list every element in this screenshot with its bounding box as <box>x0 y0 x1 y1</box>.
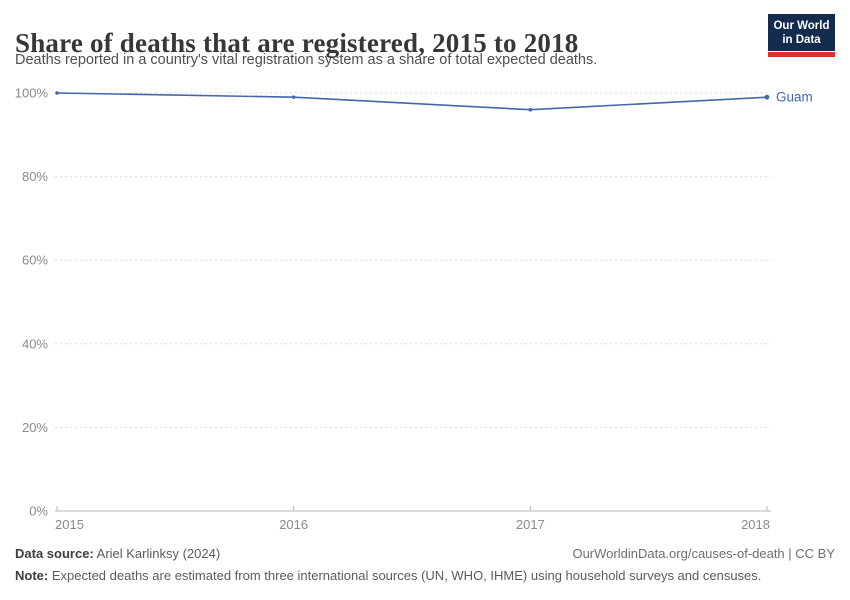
chart-footer: Data source: Ariel Karlinksy (2024) OurW… <box>15 546 835 583</box>
data-source-value: Ariel Karlinksy (2024) <box>93 546 221 561</box>
x-tick-label: 2016 <box>279 517 308 532</box>
y-tick-label: 20% <box>22 420 48 435</box>
y-tick-label: 40% <box>22 336 48 351</box>
note-label: Note: <box>15 568 49 583</box>
owid-logo-line2: in Data <box>782 34 821 46</box>
owid-logo: Our World in Data <box>768 14 835 51</box>
chart-subtitle: Deaths reported in a country's vital reg… <box>15 52 598 68</box>
x-tick-label: 2017 <box>516 517 545 532</box>
line-chart: 0% 20% 40% 60% 80% 100% 2015 2016 2017 2018 Guam <box>15 86 813 533</box>
chart-title: Share of deaths that are registered, 201… <box>15 28 579 59</box>
attribution-link[interactable]: OurWorldinData.org/causes-of-death | CC … <box>572 546 835 561</box>
owid-logo-line1: Our World <box>773 20 830 32</box>
note-value: Expected deaths are estimated from three… <box>48 568 762 583</box>
y-tick-label: 80% <box>22 169 48 184</box>
data-line <box>56 92 768 111</box>
y-tick-label: 100% <box>15 86 49 101</box>
data-point <box>55 91 59 95</box>
note: Note: Expected deaths are estimated from… <box>15 568 761 583</box>
data-point <box>528 107 533 112</box>
footer-note-row: Note: Expected deaths are estimated from… <box>15 568 835 583</box>
x-tick-label: 2018 <box>741 517 770 532</box>
data-source: Data source: Ariel Karlinksy (2024) <box>15 546 220 561</box>
data-point <box>764 94 770 100</box>
series-label: Guam <box>776 90 813 105</box>
x-tick-label: 2015 <box>55 517 84 532</box>
y-tick-label: 0% <box>29 504 48 519</box>
y-tick-label: 60% <box>22 253 48 268</box>
owid-logo-bar <box>768 52 835 57</box>
footer-source-row: Data source: Ariel Karlinksy (2024) OurW… <box>15 546 835 561</box>
data-source-label: Data source: <box>15 546 94 561</box>
data-point <box>291 95 296 99</box>
